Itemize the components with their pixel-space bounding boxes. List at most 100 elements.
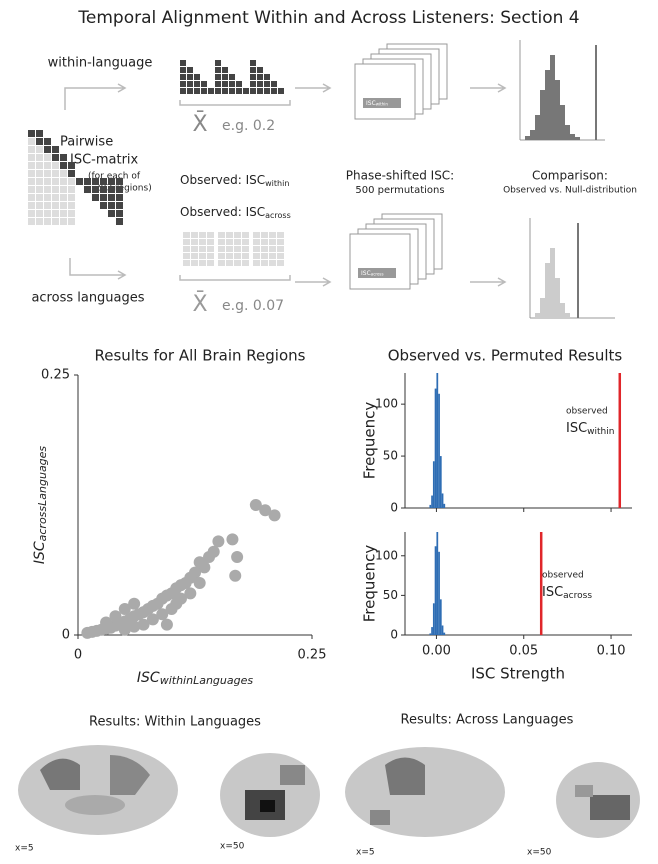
- point: [100, 617, 112, 629]
- matrix-cell: [60, 194, 67, 201]
- observed-within: Observed: ISCwithin: [180, 173, 289, 188]
- arrow: [295, 84, 330, 92]
- schematic-bar: [545, 70, 550, 140]
- subscript: across: [371, 272, 384, 277]
- grid-cell: [253, 260, 260, 266]
- schematic-bar: [555, 80, 560, 140]
- grid-cell: [207, 239, 214, 245]
- matrix-cell: [60, 162, 67, 169]
- matrix-cell: [44, 210, 51, 217]
- matrix-cell: [52, 202, 59, 209]
- subscript: across: [563, 591, 592, 601]
- matrix-cell: [28, 130, 35, 137]
- y-axis-label: Frequency: [361, 545, 379, 623]
- matrix-cell: [68, 162, 75, 169]
- schematic-bar: [565, 313, 570, 318]
- grid-cell: [277, 232, 284, 238]
- grid-cell: [269, 260, 276, 266]
- y-tick-label: 0: [62, 628, 70, 643]
- triangle-cell: [215, 81, 221, 87]
- matrix-cell: [44, 162, 51, 169]
- triangle-cell: [257, 88, 263, 94]
- triangle-cell: [222, 88, 228, 94]
- grid-cell: [183, 253, 190, 259]
- text: Observed: ISC: [180, 205, 265, 219]
- grid-cell: [191, 246, 198, 252]
- triangle-cell: [201, 88, 207, 94]
- y-tick-label: 0: [390, 501, 398, 515]
- triangle-cell: [264, 88, 270, 94]
- grid-cell: [226, 253, 233, 259]
- triangle-cell: [215, 88, 221, 94]
- hist-bar: [436, 373, 438, 508]
- grid-cell: [226, 239, 233, 245]
- example-value: e.g. 0.07: [222, 298, 284, 314]
- text: ISC: [542, 585, 563, 600]
- comparison-title: Comparison:: [532, 169, 608, 183]
- observed-across: Observed: ISCacross: [180, 205, 291, 220]
- grid-cell: [226, 260, 233, 266]
- grid-cell: [191, 239, 198, 245]
- matrix-cell: [100, 178, 107, 185]
- y-tick-label: 50: [383, 588, 398, 602]
- point: [119, 603, 131, 615]
- schematic-bar: [560, 105, 565, 140]
- matrix-cell: [36, 146, 43, 153]
- matrix-cell: [44, 218, 51, 225]
- point: [166, 603, 178, 615]
- triangle-cell: [222, 74, 228, 80]
- grid-cell: [226, 246, 233, 252]
- matrix-cell: [44, 146, 51, 153]
- grid-cell: [191, 260, 198, 266]
- triangle-cell: [264, 81, 270, 87]
- text: Observed: ISC: [180, 173, 265, 187]
- brace: [180, 275, 290, 280]
- arrow: [65, 84, 125, 110]
- across-label: across languages: [31, 291, 144, 306]
- matrix-cell: [28, 186, 35, 193]
- matrix-cell: [52, 210, 59, 217]
- matrix-cell: [36, 130, 43, 137]
- triangle-cell: [222, 67, 228, 73]
- schematic-bar: [565, 125, 570, 140]
- matrix-cell: [108, 186, 115, 193]
- triangle-cell: [194, 81, 200, 87]
- text: ISC: [32, 541, 48, 564]
- region: [590, 795, 630, 820]
- y-axis-label: Frequency: [361, 402, 379, 480]
- example-value: e.g. 0.2: [222, 118, 275, 134]
- schematic-bar: [555, 278, 560, 318]
- triangle-cell: [250, 67, 256, 73]
- subscript: within: [376, 102, 389, 107]
- matrix-cell: [68, 194, 75, 201]
- brain: [220, 753, 320, 837]
- grid-cell: [199, 232, 206, 238]
- matrix-cell: [36, 194, 43, 201]
- hist-bar: [429, 633, 431, 635]
- matrix-cell: [28, 218, 35, 225]
- grid-cell: [218, 253, 225, 259]
- triangle-cell: [250, 60, 256, 66]
- x-tick-label: 0.10: [597, 644, 626, 659]
- matrix-cell: [68, 178, 75, 185]
- triangle-cell: [229, 88, 235, 94]
- grid-cell: [207, 260, 214, 266]
- grid-cell: [183, 260, 190, 266]
- triangle-cell: [257, 74, 263, 80]
- matrix-cell: [68, 218, 75, 225]
- grid-cell: [199, 260, 206, 266]
- matrix-cell: [92, 194, 99, 201]
- schematic-bar: [575, 137, 580, 140]
- matrix-cell: [36, 162, 43, 169]
- triangle-cell: [180, 81, 186, 87]
- subscript: within: [265, 179, 289, 188]
- matrix-cell: [116, 194, 123, 201]
- triangle-cell: [222, 81, 228, 87]
- hist-bar: [436, 532, 438, 635]
- region: [260, 800, 275, 812]
- matrix-cell: [28, 178, 35, 185]
- matrix-cell: [108, 178, 115, 185]
- hist-bar: [431, 627, 433, 635]
- region: [65, 795, 125, 815]
- grid-cell: [191, 232, 198, 238]
